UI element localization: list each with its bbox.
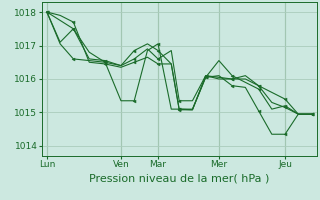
X-axis label: Pression niveau de la mer( hPa ): Pression niveau de la mer( hPa ) [89, 173, 269, 183]
